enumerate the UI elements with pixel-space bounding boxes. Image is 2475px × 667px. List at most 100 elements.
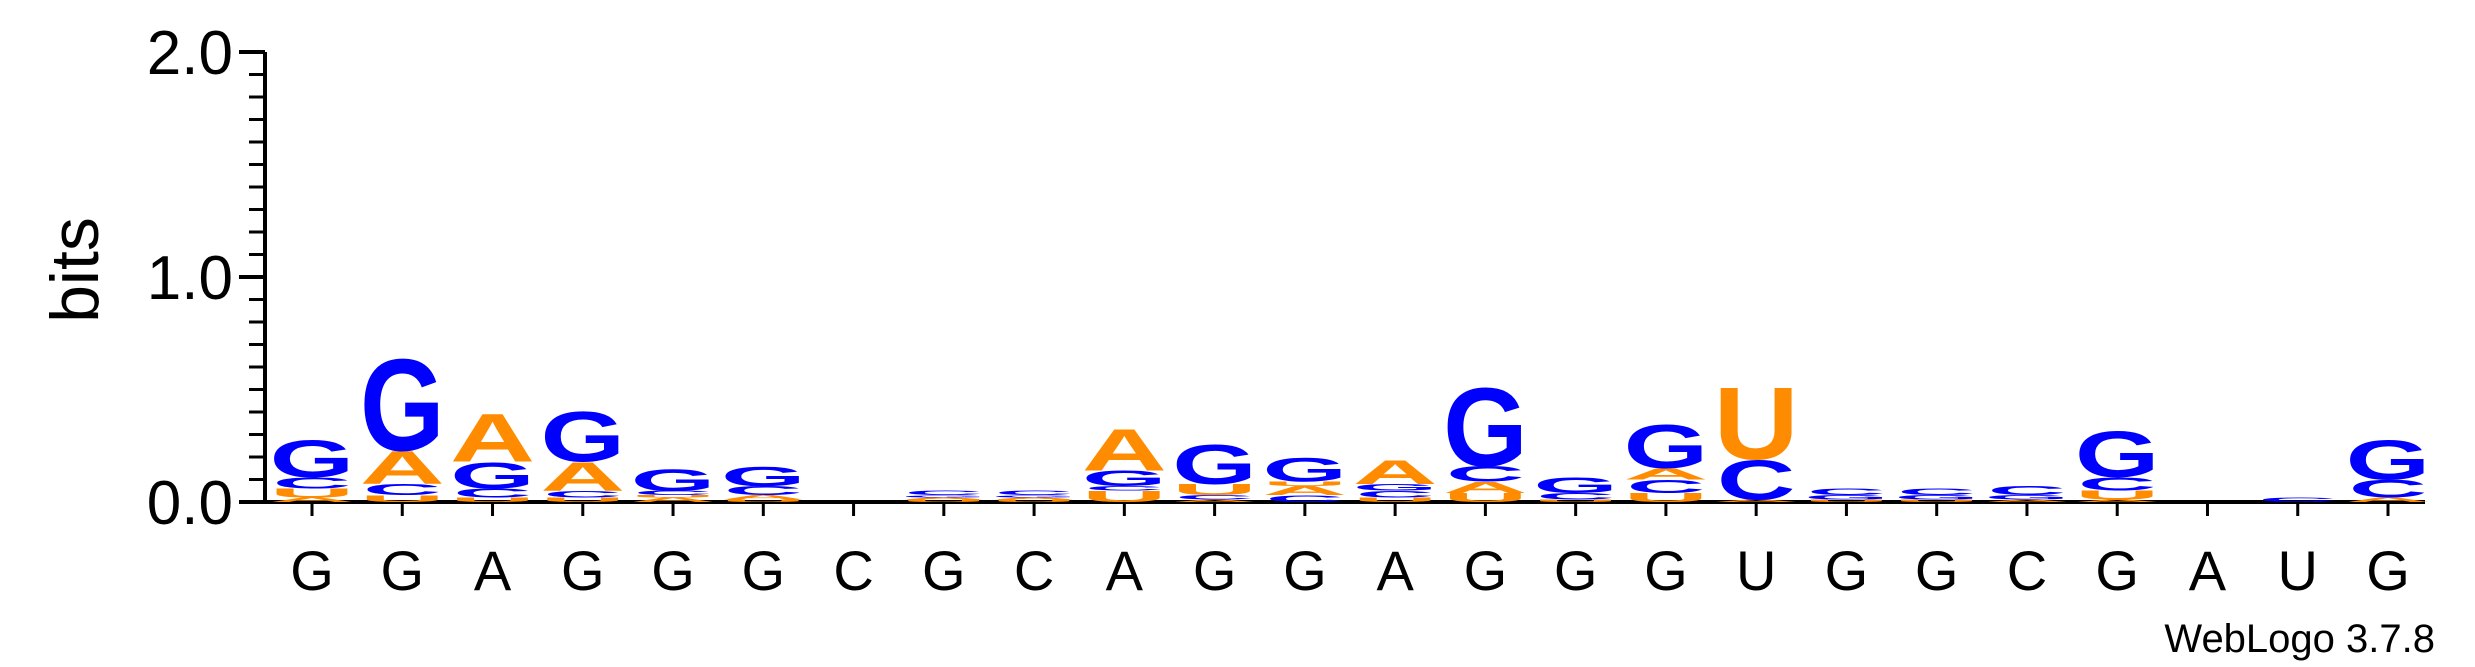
logo-letter-C: C xyxy=(905,490,984,497)
logo-letter-U: U xyxy=(269,486,354,500)
logo-letter-G: G xyxy=(1624,412,1709,482)
logo-letter-C: C xyxy=(544,489,623,499)
logo-letter-A: A xyxy=(1082,417,1167,483)
logo-letter-G: G xyxy=(360,332,445,479)
x-tick-label: G xyxy=(380,539,424,602)
logo-letter-C: C xyxy=(995,490,1074,497)
logo-letter-A: A xyxy=(630,496,715,503)
logo-letter-C: C xyxy=(1446,462,1525,487)
logo-letter-A: A xyxy=(450,400,535,476)
logo-letter-G: G xyxy=(1533,473,1618,498)
logo-letter-A: A xyxy=(1353,453,1438,491)
logo-letter-U: U xyxy=(540,496,625,503)
logo-letter-U: U xyxy=(1623,491,1708,505)
logo-letter-U: U xyxy=(1894,499,1979,502)
x-tick-label: G xyxy=(1283,539,1327,602)
x-tick-label: G xyxy=(1825,539,1869,602)
logo-letter-G: G xyxy=(631,463,716,498)
logo-letter-U: U xyxy=(992,499,1077,502)
logo-letter-G: G xyxy=(902,495,987,498)
logo-letter-G: G xyxy=(1263,451,1348,489)
x-tick-label: A xyxy=(2189,539,2227,602)
x-tick-label: G xyxy=(651,539,695,602)
logo-letter-U: U xyxy=(450,496,535,503)
logo-letter-G: G xyxy=(992,495,1077,498)
logo-letter-U: U xyxy=(1714,367,1799,482)
logo-letter-G: G xyxy=(1804,494,1889,501)
logo-letter-U: U xyxy=(2075,488,2160,502)
logo-letter-U: U xyxy=(1082,488,1167,505)
logo-letter-G: G xyxy=(540,397,625,477)
axes: 0.0 1.0 2.0 xyxy=(147,19,2425,538)
logo-letter-G: G xyxy=(1353,482,1438,492)
x-tick-label: G xyxy=(1464,539,1508,602)
x-tick-label: A xyxy=(1106,539,1144,602)
y-axis-label: bits xyxy=(37,217,113,323)
logo-letter-A: A xyxy=(2345,496,2430,503)
x-tick-label: C xyxy=(833,539,873,602)
logo-letter-U: U xyxy=(721,499,806,502)
logo-letter-C: C xyxy=(1897,487,1976,497)
x-tick-label: C xyxy=(1014,539,1054,602)
logo-letter-A: A xyxy=(2075,499,2160,502)
weblogo-credit: WebLogo 3.7.8 xyxy=(2164,617,2435,661)
logo-letter-A: A xyxy=(540,454,625,500)
x-tick-label: G xyxy=(922,539,966,602)
logo-letter-C: C xyxy=(1627,476,1706,497)
x-tick-label: G xyxy=(1554,539,1598,602)
logo-letter-U: U xyxy=(1353,496,1438,503)
x-tick-label: G xyxy=(1644,539,1688,602)
logo-letter-U: U xyxy=(1443,491,1528,505)
logo-letter-G: G xyxy=(1172,434,1257,496)
logo-letter-C: C xyxy=(363,481,442,498)
logo-letter-C: C xyxy=(2258,496,2337,503)
logo-letter-A: A xyxy=(269,496,354,503)
logo-letter-C: C xyxy=(2078,474,2157,495)
logo-letter-A: A xyxy=(721,494,806,501)
x-tick-label: G xyxy=(742,539,786,602)
logo-letter-U: U xyxy=(1804,499,1889,502)
logo-letter-G: G xyxy=(2075,419,2160,492)
logo-letter-A: A xyxy=(360,442,445,494)
logo-letter-G: G xyxy=(270,430,355,489)
logo-letter-A: A xyxy=(1984,499,2069,502)
logo-letter-U: U xyxy=(1262,481,1347,488)
logo-letter-C: C xyxy=(273,475,352,492)
logo-letter-G: G xyxy=(1894,494,1979,501)
logo-letter-A: A xyxy=(1172,499,1257,502)
x-tick-label: G xyxy=(2095,539,2139,602)
x-tick-label: G xyxy=(2366,539,2410,602)
logo-letter-G: G xyxy=(721,461,806,493)
logo-letter-C: C xyxy=(724,484,803,498)
x-tick-label: G xyxy=(561,539,605,602)
logo-letter-G: G xyxy=(1082,466,1167,491)
logo-letter-A: A xyxy=(1262,484,1347,498)
logo-letter-C: C xyxy=(1807,487,1886,497)
logo-letter-U: U xyxy=(1172,481,1257,498)
x-tick-label: G xyxy=(290,539,334,602)
logo-letter-A: A xyxy=(1443,479,1528,496)
logo-letter-C: C xyxy=(453,486,532,500)
logo-letter-A: A xyxy=(1623,465,1708,482)
logo-letter-C: C xyxy=(1536,491,1615,501)
x-tick-label: U xyxy=(2278,539,2318,602)
y-tick-label: 2.0 xyxy=(147,19,233,88)
x-tick-label: U xyxy=(1736,539,1776,602)
x-tick-label: G xyxy=(1915,539,1959,602)
logo-letter-G: G xyxy=(450,455,535,497)
logo-letter-G: G xyxy=(2346,429,2431,491)
logo-letter-G: G xyxy=(1985,494,2070,501)
logo-letter-C: C xyxy=(1988,484,2067,498)
x-tick-label: A xyxy=(1376,539,1414,602)
logo-letter-C: C xyxy=(1266,494,1345,504)
logo-letter-C: C xyxy=(634,490,713,497)
logo-letter-C: C xyxy=(1085,485,1164,492)
y-tick-label: 1.0 xyxy=(147,244,233,313)
logo-letter-U: U xyxy=(630,495,715,498)
y-tick-label: 0.0 xyxy=(147,469,233,538)
logo-letter-A: A xyxy=(1714,499,1799,502)
x-tick-label: A xyxy=(474,539,512,602)
